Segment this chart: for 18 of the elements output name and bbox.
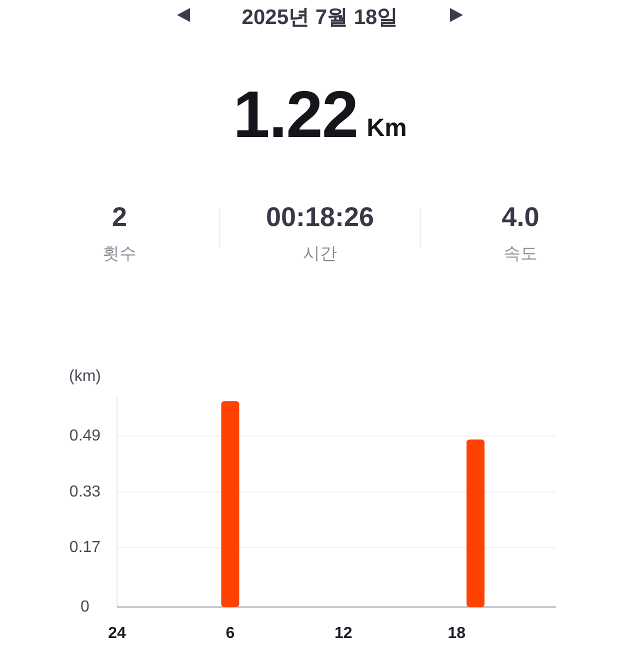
annotation: 시간 xyxy=(303,244,337,263)
annotation: 00:18:26 xyxy=(266,202,374,232)
xtick: 6 xyxy=(226,625,235,642)
annotation: 속도 xyxy=(504,244,538,263)
ytick: 0 xyxy=(80,598,90,616)
annotation: 횟수 xyxy=(102,244,136,263)
xtick: 18 xyxy=(448,625,466,642)
annotation: 2 xyxy=(112,202,128,232)
xtick: 12 xyxy=(334,625,352,642)
ylabel: (km) xyxy=(69,368,101,385)
annotation: Km xyxy=(366,114,407,142)
ytick: 0.17 xyxy=(69,539,101,556)
ytick: 0.49 xyxy=(69,428,101,444)
annotation: 4.0 xyxy=(502,202,540,232)
title: 2025년 7월 18일 xyxy=(242,6,398,29)
annotation: 1.22 xyxy=(233,77,358,151)
ytick: 0.33 xyxy=(69,483,101,500)
xtick: 24 xyxy=(108,625,126,642)
